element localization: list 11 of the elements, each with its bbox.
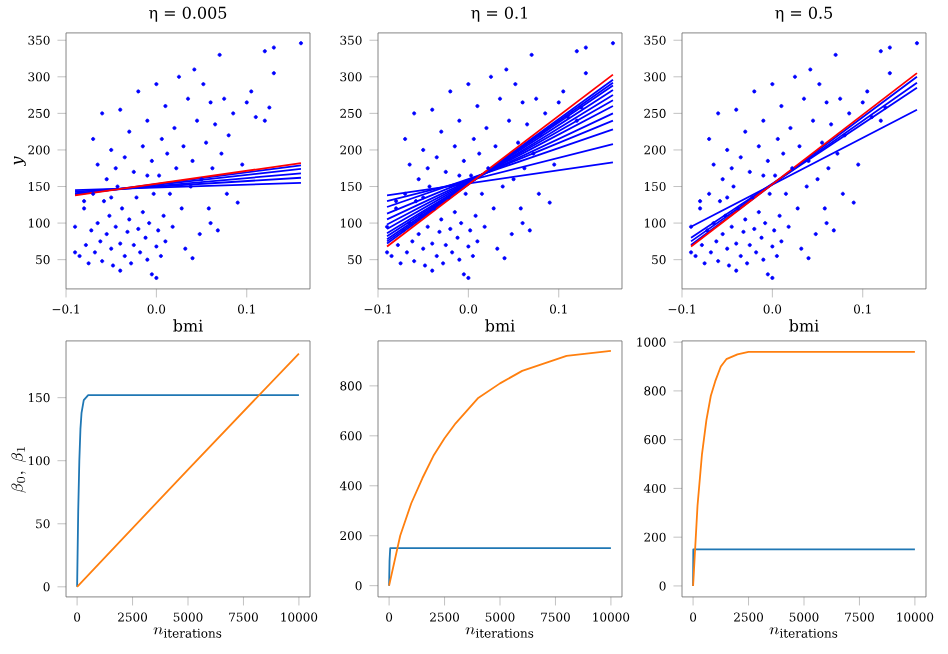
- chart-title: η = 0.005: [149, 6, 227, 22]
- y-axis-title: $\beta_0,\ \beta_1$: [11, 446, 26, 493]
- x-axis-title: bmi: [789, 318, 819, 332]
- x-axis-title: $n_{\mathrm{iterations}}$: [769, 626, 838, 638]
- y-axis-title: y: [13, 155, 26, 166]
- x-axis-title: $n_{\mathrm{iterations}}$: [153, 626, 222, 638]
- chart-title: η = 0.5: [775, 6, 833, 22]
- chart-title: η = 0.1: [471, 6, 528, 22]
- x-axis-title: $n_{\mathrm{iterations}}$: [465, 626, 534, 638]
- x-axis-title: bmi: [173, 318, 203, 332]
- x-axis-title: bmi: [485, 318, 515, 332]
